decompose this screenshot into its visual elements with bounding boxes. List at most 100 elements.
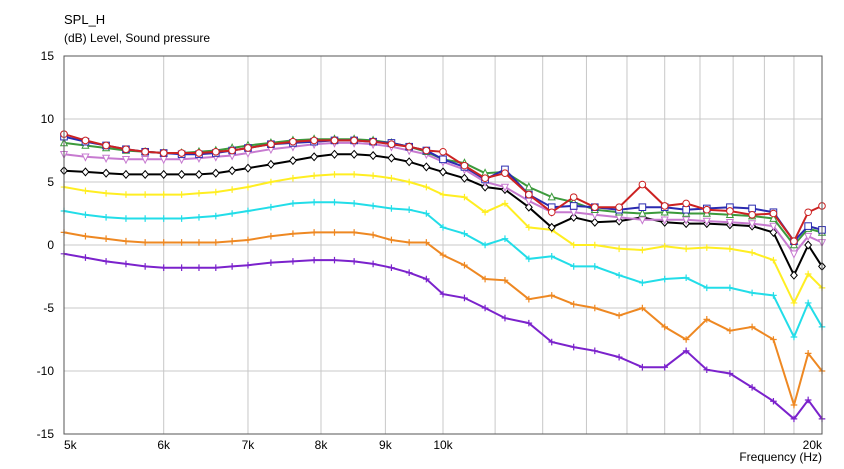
data-point xyxy=(244,207,252,215)
data-point xyxy=(661,363,669,371)
series-1 xyxy=(60,130,826,246)
data-point xyxy=(228,210,236,217)
data-point xyxy=(639,304,646,312)
data-point xyxy=(481,182,490,192)
data-point xyxy=(591,203,599,211)
data-point xyxy=(310,136,318,145)
data-point xyxy=(525,190,533,199)
data-point xyxy=(228,166,237,176)
data-point xyxy=(141,169,150,180)
data-point xyxy=(177,149,186,157)
x-tick-label: 7k xyxy=(242,438,256,452)
data-point xyxy=(141,147,149,156)
data-point xyxy=(212,264,220,271)
data-point xyxy=(570,263,577,270)
data-point xyxy=(748,289,756,297)
data-point xyxy=(160,264,167,271)
x-axis-label: Frequency (Hz) xyxy=(739,450,822,464)
data-point xyxy=(244,183,252,191)
data-point xyxy=(591,263,599,270)
data-point xyxy=(703,366,711,374)
data-point xyxy=(569,193,578,201)
data-point xyxy=(212,239,220,246)
data-point xyxy=(423,239,430,246)
data-point xyxy=(289,258,297,265)
data-point xyxy=(244,261,252,269)
data-point xyxy=(661,275,669,283)
data-point xyxy=(661,323,669,331)
data-point xyxy=(790,299,798,307)
grid xyxy=(63,55,823,435)
data-point xyxy=(525,224,533,231)
data-point xyxy=(547,208,556,217)
data-point xyxy=(804,208,812,217)
data-point xyxy=(439,224,447,231)
data-point xyxy=(178,239,185,246)
data-point xyxy=(405,178,413,186)
data-point xyxy=(702,205,711,214)
data-point xyxy=(82,187,89,195)
data-point xyxy=(461,294,468,302)
data-point xyxy=(81,136,90,145)
y-tick-label: 15 xyxy=(41,49,55,63)
data-point xyxy=(195,213,203,221)
data-point xyxy=(388,174,395,182)
data-point xyxy=(501,276,509,284)
series-9 xyxy=(60,250,826,423)
y-tick-label: -10 xyxy=(37,364,55,378)
data-point xyxy=(369,172,377,179)
data-point xyxy=(591,304,599,312)
data-point xyxy=(82,211,89,219)
x-tick-label: 5k xyxy=(64,438,78,452)
data-point xyxy=(211,168,220,178)
data-point xyxy=(267,203,275,211)
data-point xyxy=(244,236,252,244)
data-point xyxy=(570,241,577,249)
data-point xyxy=(639,363,646,371)
data-point xyxy=(82,254,89,261)
data-point xyxy=(422,162,431,172)
data-point xyxy=(500,183,510,192)
data-point xyxy=(748,210,756,219)
data-point xyxy=(369,150,378,161)
data-point xyxy=(682,347,690,355)
data-point xyxy=(178,264,185,271)
data-point xyxy=(369,260,377,268)
data-point xyxy=(726,327,734,334)
data-point xyxy=(228,186,236,193)
data-point xyxy=(228,263,236,270)
data-point xyxy=(82,232,89,240)
series-8 xyxy=(60,229,826,409)
data-point xyxy=(548,338,556,346)
data-point xyxy=(524,182,533,191)
data-point xyxy=(388,205,395,212)
data-point xyxy=(481,304,489,312)
data-point xyxy=(501,235,509,242)
data-point xyxy=(461,261,468,269)
data-point xyxy=(481,208,489,216)
series-6 xyxy=(60,171,826,307)
data-point xyxy=(331,171,338,178)
data-point xyxy=(638,208,647,217)
data-point xyxy=(548,292,556,299)
data-point xyxy=(102,258,110,265)
chart-title: SPL_H xyxy=(64,12,106,27)
data-point xyxy=(122,215,130,222)
data-point xyxy=(660,202,669,210)
data-point xyxy=(310,256,318,264)
data-point xyxy=(212,188,220,196)
data-point xyxy=(289,137,297,146)
data-point xyxy=(228,237,236,245)
data-point xyxy=(461,230,468,237)
data-point xyxy=(570,343,577,351)
data-point xyxy=(350,258,358,265)
data-point xyxy=(388,236,395,244)
data-point xyxy=(770,336,777,343)
data-point xyxy=(102,235,110,242)
data-point xyxy=(615,271,623,279)
data-point xyxy=(101,154,111,163)
data-point xyxy=(160,239,167,246)
data-point xyxy=(615,312,623,319)
data-point xyxy=(790,415,798,423)
